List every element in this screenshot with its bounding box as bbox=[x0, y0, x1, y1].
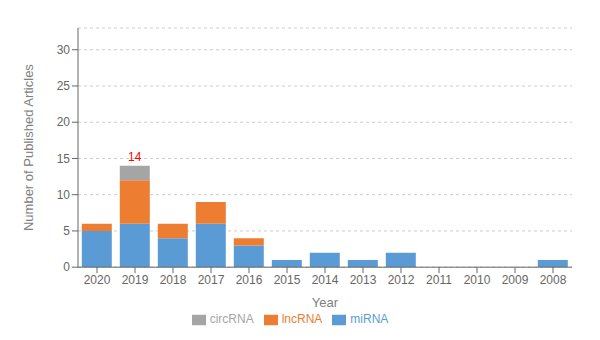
svg-text:30: 30 bbox=[57, 43, 71, 57]
svg-text:2009: 2009 bbox=[502, 273, 529, 287]
svg-text:20: 20 bbox=[57, 115, 71, 129]
html-text:lncRNA: lncRNA bbox=[281, 312, 323, 327]
svg-text:2011: 2011 bbox=[426, 273, 452, 287]
svg-text:5: 5 bbox=[63, 224, 70, 238]
svg-text:Year: Year bbox=[312, 295, 339, 310]
svg-text:10: 10 bbox=[57, 188, 71, 202]
svg-text:15: 15 bbox=[57, 152, 71, 166]
svg-text:2013: 2013 bbox=[350, 273, 377, 287]
svg-text:Number of Published Articles: Number of Published Articles bbox=[21, 64, 36, 231]
html-text:miRNA: miRNA bbox=[350, 312, 389, 327]
svg-text:2008: 2008 bbox=[540, 273, 567, 287]
svg-text:25: 25 bbox=[57, 79, 71, 93]
svg-text:2018: 2018 bbox=[160, 273, 187, 287]
svg-text:2016: 2016 bbox=[236, 273, 263, 287]
svg-text:2012: 2012 bbox=[388, 273, 415, 287]
svg-text:2017: 2017 bbox=[198, 273, 225, 287]
svg-text:2020: 2020 bbox=[84, 273, 111, 287]
svg-text:14: 14 bbox=[128, 150, 142, 164]
html-text:circRNA: circRNA bbox=[209, 312, 254, 327]
svg-text:2010: 2010 bbox=[464, 273, 491, 287]
svg-text:2019: 2019 bbox=[122, 273, 149, 287]
svg-text:2015: 2015 bbox=[274, 273, 301, 287]
svg-text:0: 0 bbox=[63, 260, 70, 274]
svg-text:2014: 2014 bbox=[312, 273, 339, 287]
